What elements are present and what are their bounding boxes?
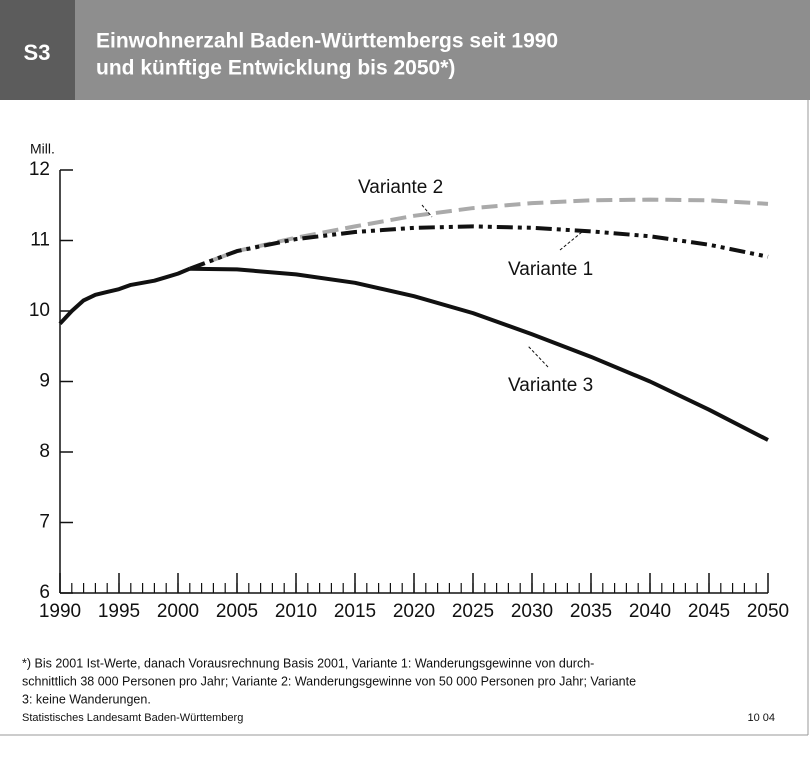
code: 10 04 [747,712,775,724]
x-tick-label: 2005 [216,601,258,622]
leader-line [527,345,549,368]
y-tick-label: 8 [39,441,50,462]
x-tick-label: 2025 [452,601,494,622]
series-line [58,266,191,326]
y-tick-label: 9 [39,371,50,392]
x-tick-label: 2050 [747,601,789,622]
series-label: Variante 2 [358,177,443,198]
x-tick-label: 2000 [157,601,199,622]
series-label: Variante 3 [508,375,593,396]
x-tick-label: 1995 [98,601,140,622]
x-tick-label: 2045 [688,601,730,622]
y-tick-label: 6 [39,582,50,603]
series-label: Variante 1 [508,259,593,280]
x-tick-label: 2015 [334,601,376,622]
title-line: Einwohnerzahl Baden-Württembergs seit 19… [96,30,558,53]
badge: S3 [24,40,51,65]
x-tick-label: 1990 [39,601,81,622]
y-unit: Mill. [30,141,55,157]
badge-box [0,0,75,100]
footnote: *) Bis 2001 Ist-Werte, danach Vorausrech… [22,656,594,670]
x-tick-label: 2035 [570,601,612,622]
leader-line [559,231,583,251]
footnote: schnittlich 38 000 Personen pro Jahr; Va… [22,674,636,688]
title-line: und künftige Entwicklung bis 2050*) [96,57,455,80]
y-tick-label: 7 [39,512,50,533]
x-tick-label: 2020 [393,601,435,622]
header-band [0,0,810,100]
series-line [189,266,769,442]
y-tick-label: 10 [29,300,50,321]
y-tick-label: 11 [30,230,50,251]
x-tick-label: 2040 [629,601,671,622]
footnote: 3: keine Wanderungen. [22,692,151,706]
series-line [189,224,769,271]
source: Statistisches Landesamt Baden-Württember… [22,712,243,724]
leader-line [421,204,433,218]
series-line [189,197,769,271]
x-tick-label: 2010 [275,601,317,622]
y-tick-label: 12 [29,159,50,180]
x-tick-label: 2030 [511,601,553,622]
